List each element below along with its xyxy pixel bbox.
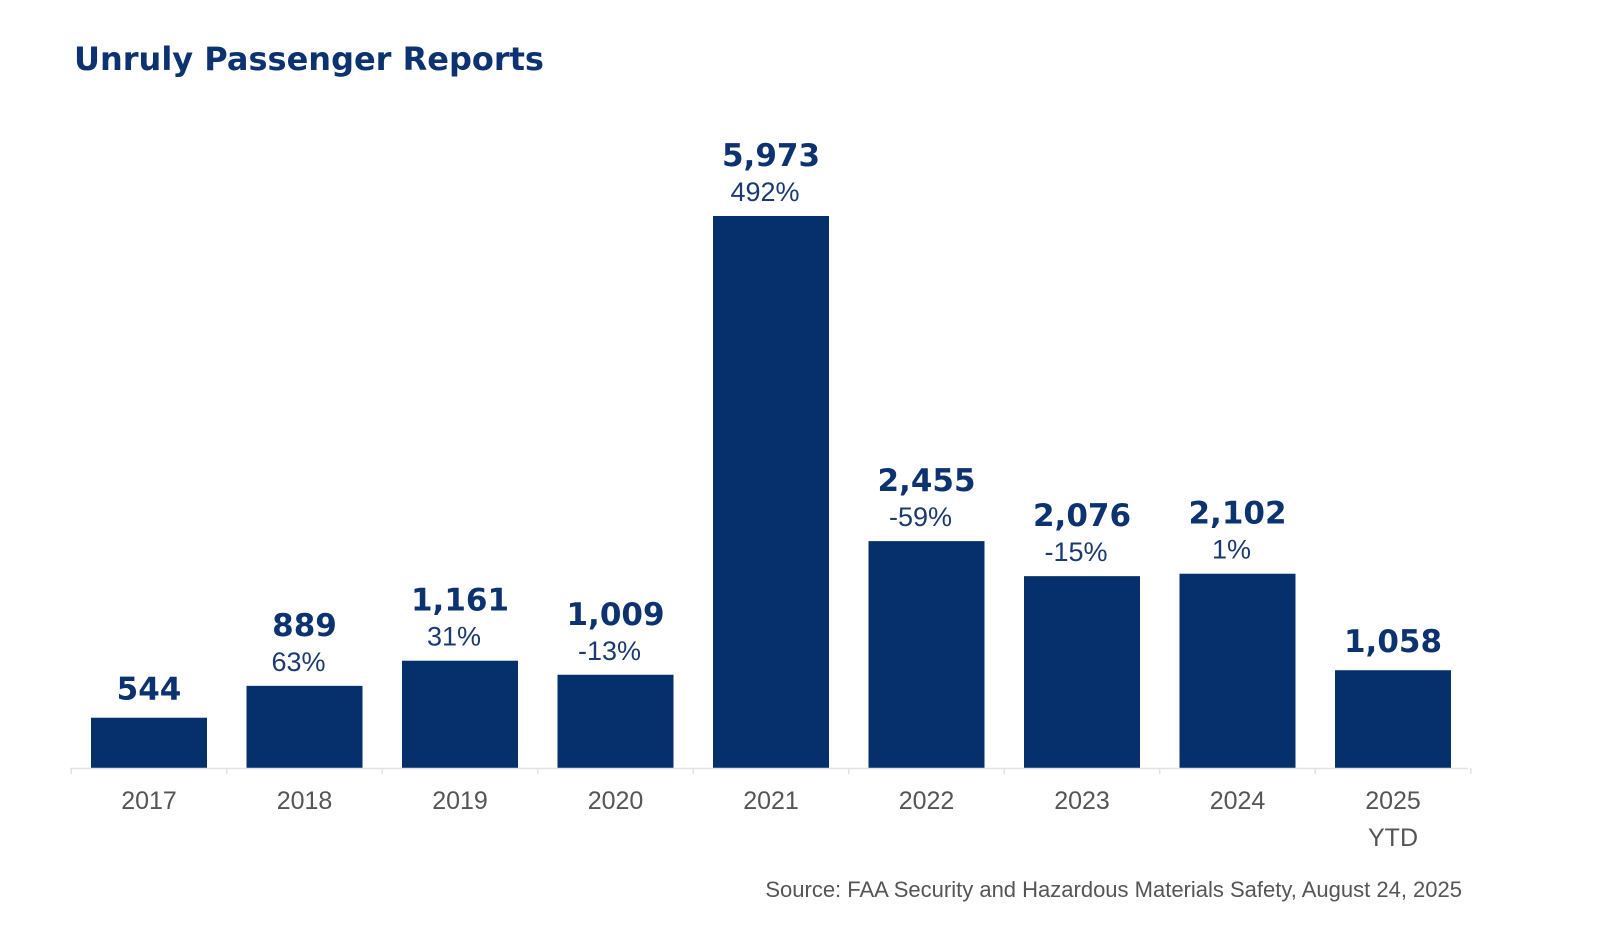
x-tick-label-2025: 2025 [1365, 787, 1421, 815]
bar-2024 [1179, 573, 1296, 768]
value-label-2018: 889 [272, 608, 337, 644]
pct-change-label-2024: 1% [1212, 535, 1251, 565]
value-label-2023: 2,076 [1033, 498, 1131, 534]
value-label-2022: 2,455 [877, 463, 975, 499]
x-tick-label-2020: 2020 [588, 787, 644, 815]
bars-group [91, 216, 1451, 768]
bar-2021 [713, 216, 829, 768]
x-tick-label-2024: 2024 [1210, 787, 1266, 815]
x-tick-label-2021: 2021 [743, 787, 799, 815]
value-label-2024: 2,102 [1188, 496, 1286, 532]
x-tick-label-2019: 2019 [432, 787, 488, 815]
value-label-2020: 1,009 [566, 597, 664, 633]
x-tick-labels-group: 2017 2018 2019 2020 2021 2022 2023 2024 2025 YTD [121, 787, 1421, 852]
pct-change-label-2019: 31% [427, 622, 481, 652]
value-label-2021: 5,973 [722, 138, 820, 174]
bar-2022 [868, 541, 985, 768]
x-axis [70, 767, 1472, 774]
bar-2023 [1024, 576, 1140, 768]
pct-change-label-2021: 492% [730, 177, 799, 207]
pct-change-label-2020: -13% [578, 636, 641, 666]
bar-2025 [1335, 670, 1451, 768]
value-label-2017: 544 [117, 672, 182, 708]
pct-change-label-2023: -15% [1044, 537, 1107, 567]
bar-2017 [91, 717, 207, 768]
x-tick-label-2022: 2022 [899, 787, 955, 815]
x-tick-label-2018: 2018 [277, 787, 333, 815]
x-tick-label-2023: 2023 [1054, 787, 1110, 815]
bar-2018 [246, 685, 363, 768]
value-label-2025: 1,058 [1344, 624, 1442, 660]
bar-2020 [557, 674, 674, 768]
chart-source-note: Source: FAA Security and Hazardous Mater… [765, 877, 1462, 902]
pct-change-label-2018: 63% [271, 647, 325, 677]
x-tick-label-2017: 2017 [121, 787, 177, 815]
x-tick-label-2025-1: YTD [1368, 824, 1418, 852]
chart-title: Unruly Passenger Reports [74, 40, 544, 78]
value-label-2019: 1,161 [411, 583, 509, 619]
bar-2019 [402, 660, 518, 768]
pct-change-label-2022: -59% [889, 502, 952, 532]
